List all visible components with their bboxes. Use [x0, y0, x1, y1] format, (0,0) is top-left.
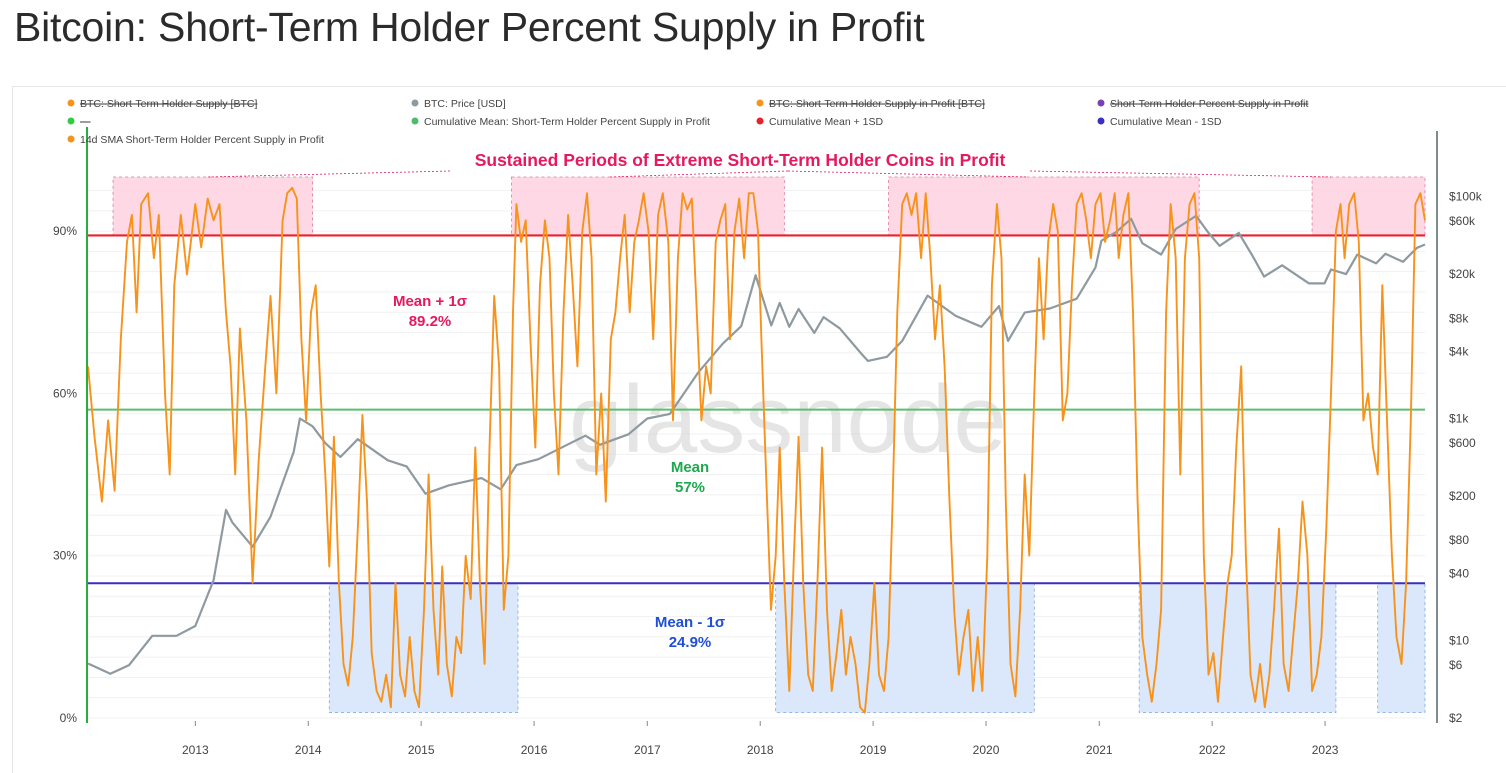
connector-line — [787, 170, 1028, 178]
legend-swatch — [411, 99, 419, 107]
lower-band-value: 24.9% — [669, 634, 712, 651]
legend-label: --- — [80, 116, 91, 128]
watermark: glassnode — [569, 366, 1007, 473]
legend-label: BTC: Short-Term Holder Supply in Profit … — [769, 98, 985, 110]
annotation-connectors — [207, 170, 1331, 178]
x-tick-label: 2018 — [747, 743, 774, 757]
legend-label: Short-Term Holder Percent Supply in Prof… — [1110, 98, 1308, 110]
legend-item: BTC: Short-Term Holder Supply in Profit … — [756, 98, 985, 110]
annotations: Sustained Periods of Extreme Short-Term … — [393, 150, 1005, 651]
high-profit-region — [888, 176, 1200, 236]
x-tick-label: 2023 — [1312, 743, 1339, 757]
right-tick-label: $4k — [1449, 345, 1469, 359]
low-profit-region — [775, 582, 1035, 713]
legend-label: Cumulative Mean + 1SD — [769, 116, 884, 128]
legend-item: Cumulative Mean - 1SD — [1097, 116, 1222, 128]
axes: 0% 30% 60% 90% $2 $6 $10 $40 $80 $200 $600 $1k $4k $8… — [53, 127, 1483, 757]
right-tick-label: $100k — [1449, 190, 1483, 204]
legend-swatch — [1097, 99, 1105, 107]
high-profit-region — [112, 176, 313, 236]
low-profit-region — [1377, 582, 1426, 713]
legend-item: Short-Term Holder Percent Supply in Prof… — [1097, 98, 1308, 110]
legend-item: 14d SMA Short-Term Holder Percent Supply… — [67, 134, 324, 146]
mean-band-label: Mean — [671, 459, 709, 476]
mean-band-value: 57% — [675, 479, 705, 496]
legend: BTC: Short-Term Holder Supply [BTC] BTC: … — [67, 98, 1308, 146]
page-title: Bitcoin: Short-Term Holder Percent Suppl… — [14, 4, 925, 50]
legend-swatch — [67, 117, 75, 125]
right-tick-label: $60k — [1449, 214, 1476, 228]
right-tick-label: $20k — [1449, 267, 1476, 281]
right-tick-label: $80 — [1449, 533, 1469, 547]
left-tick-label: 90% — [53, 224, 77, 238]
legend-label: 14d SMA Short-Term Holder Percent Supply… — [80, 134, 324, 146]
reference-lines — [88, 234, 1425, 585]
upper-band-value: 89.2% — [409, 313, 452, 330]
legend-item: BTC: Short-Term Holder Supply [BTC] — [67, 98, 257, 110]
right-tick-label: $8k — [1449, 311, 1469, 325]
right-tick-label: $200 — [1449, 489, 1476, 503]
legend-item: Cumulative Mean: Short-Term Holder Perce… — [411, 116, 710, 128]
series — [87, 186, 1426, 714]
x-tick-label: 2016 — [521, 743, 548, 757]
legend-label: Cumulative Mean: Short-Term Holder Perce… — [424, 116, 710, 128]
right-tick-label: $10 — [1449, 633, 1469, 647]
right-tick-label: $6 — [1449, 658, 1463, 672]
legend-swatch — [67, 99, 75, 107]
right-tick-label: $1k — [1449, 411, 1469, 425]
upper-band-label: Mean + 1σ — [393, 293, 467, 310]
x-tick-label: 2017 — [634, 743, 661, 757]
x-tick-label: 2015 — [408, 743, 435, 757]
x-tick-label: 2022 — [1199, 743, 1226, 757]
legend-label: BTC: Price [USD] — [424, 98, 506, 110]
legend-item: BTC: Price [USD] — [411, 98, 506, 110]
chart-frame: glassnode 0% 30% 60% 90% $2 $6 $10 $40 $80 $200 $6… — [12, 86, 1506, 773]
price-line — [87, 214, 1426, 675]
right-tick-label: $600 — [1449, 436, 1476, 450]
headline-annotation: Sustained Periods of Extreme Short-Term … — [475, 150, 1006, 170]
left-tick-label: 30% — [53, 549, 77, 563]
x-tick-label: 2020 — [973, 743, 1000, 757]
connector-line — [609, 170, 789, 178]
lower-band-label: Mean - 1σ — [655, 614, 725, 631]
shaded-regions — [112, 176, 1426, 713]
sth-profit-line — [87, 186, 1426, 714]
legend-item: Cumulative Mean + 1SD — [756, 116, 884, 128]
left-tick-label: 60% — [53, 386, 77, 400]
legend-swatch — [411, 117, 419, 125]
right-tick-label: $40 — [1449, 567, 1469, 581]
low-profit-region — [1138, 582, 1337, 713]
right-tick-label: $2 — [1449, 711, 1463, 725]
high-profit-region — [1311, 176, 1426, 236]
connector-line — [1029, 170, 1331, 178]
legend-swatch — [1097, 117, 1105, 125]
legend-label: Cumulative Mean - 1SD — [1110, 116, 1222, 128]
legend-swatch — [756, 99, 764, 107]
x-tick-label: 2014 — [295, 743, 322, 757]
x-tick-label: 2013 — [182, 743, 209, 757]
chart-svg: glassnode 0% 30% 60% 90% $2 $6 $10 $40 $80 $200 $6… — [53, 98, 1483, 757]
legend-item: --- — [67, 116, 91, 128]
connector-line — [207, 170, 451, 178]
legend-swatch — [67, 135, 75, 143]
legend-label: BTC: Short-Term Holder Supply [BTC] — [80, 98, 257, 110]
x-tick-label: 2019 — [860, 743, 887, 757]
legend-swatch — [756, 117, 764, 125]
x-tick-label: 2021 — [1086, 743, 1113, 757]
left-tick-label: 0% — [60, 711, 78, 725]
